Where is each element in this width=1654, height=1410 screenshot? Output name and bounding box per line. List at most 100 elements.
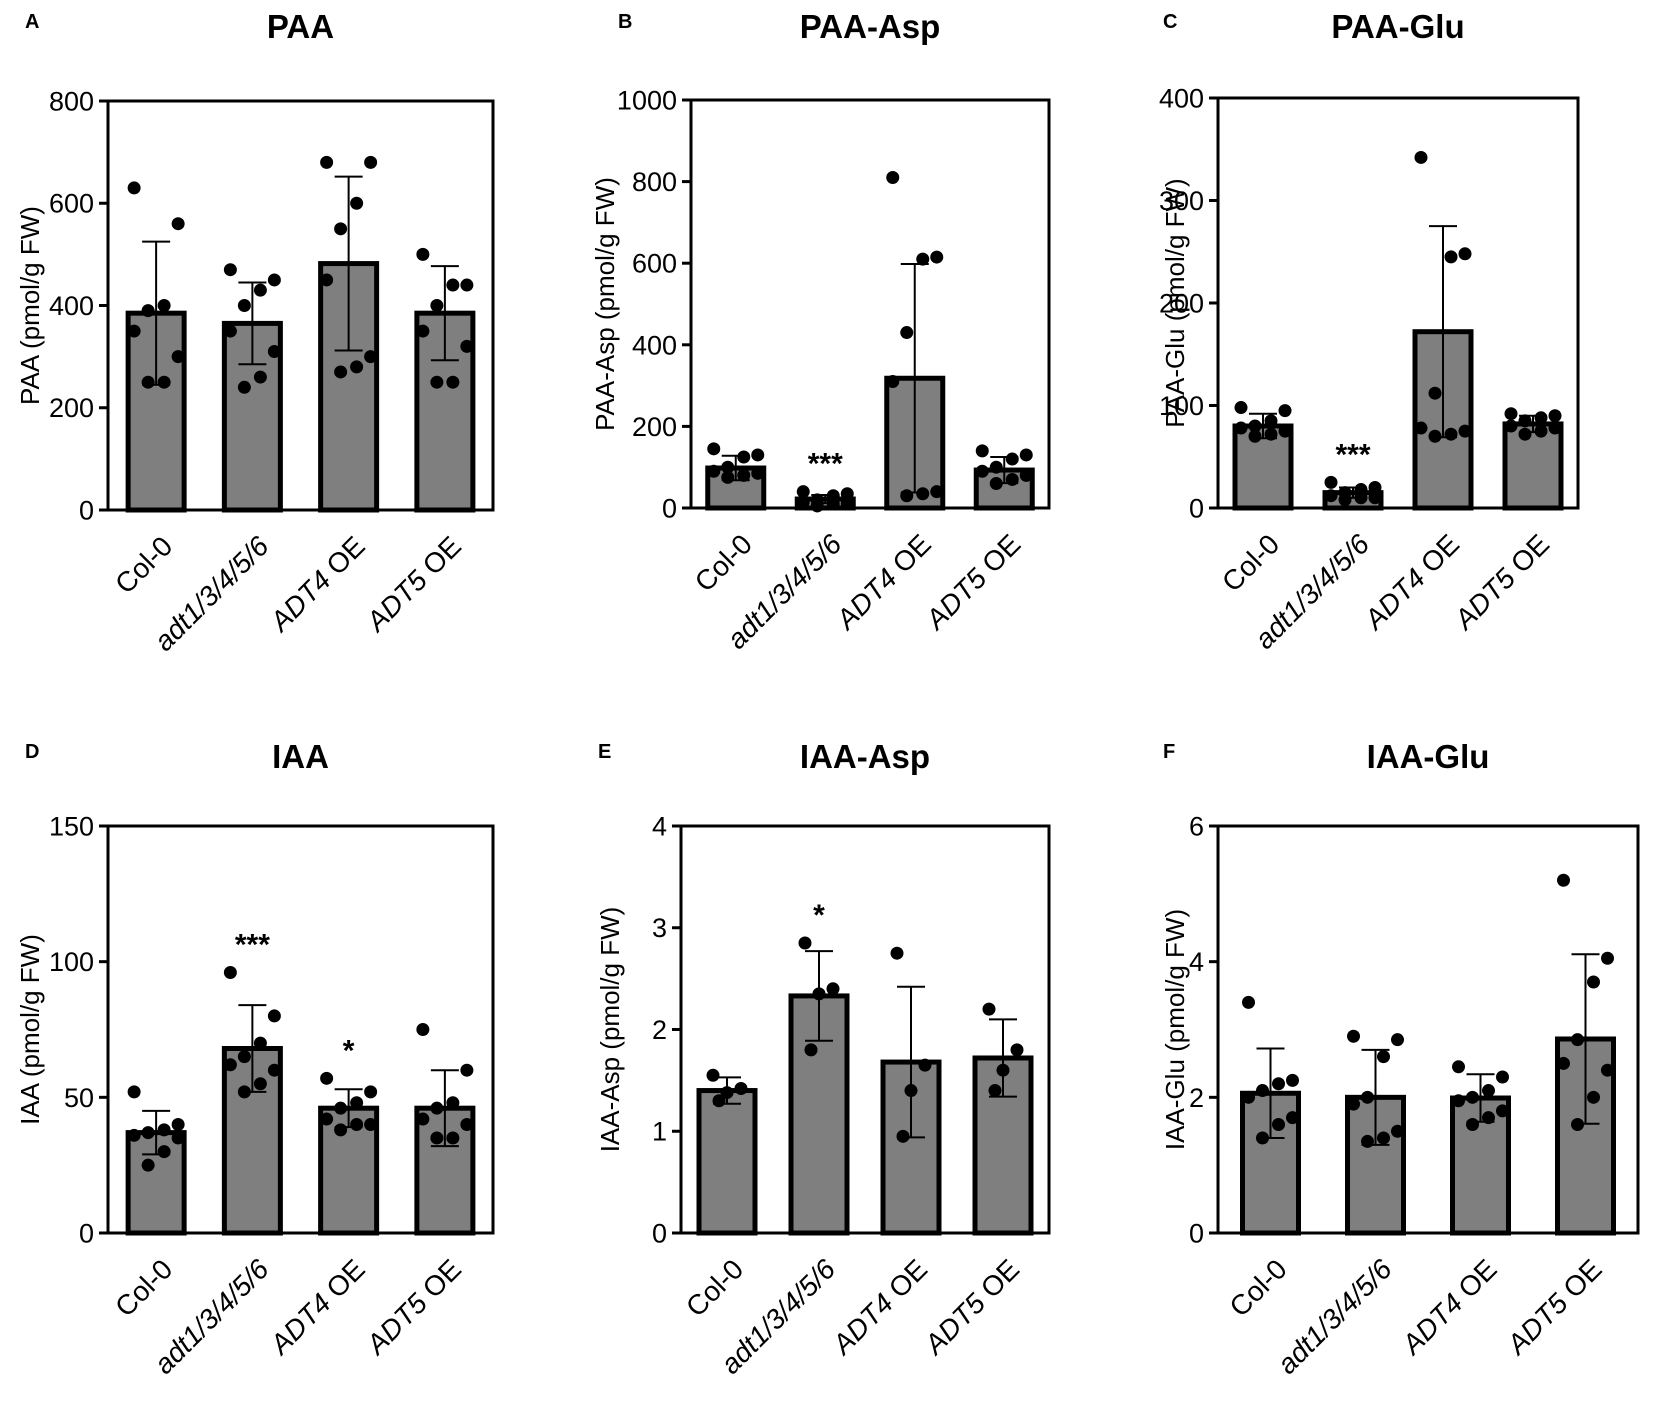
panel-a-point (446, 375, 460, 389)
panel-e-category-label-1: Col-0 (680, 1253, 749, 1322)
panel-f-y-axis-title: IAA-Glu (pmol/g FW) (1160, 909, 1190, 1150)
panel-e-y-axis-title: IAA-Asp (pmol/g FW) (595, 907, 625, 1153)
panel-a-point (364, 350, 378, 364)
panel-d-point (141, 1158, 155, 1172)
panel-e-point (918, 1058, 932, 1072)
panel-c-point (1534, 411, 1548, 425)
panel-a-point (223, 324, 237, 338)
panel-a-category-label-3: ADT4 OE (263, 530, 371, 638)
panel-b-y-tick-label: 1000 (617, 85, 677, 115)
panel-c-y-tick-label: 300 (1159, 186, 1204, 216)
panel-a-point (237, 299, 251, 312)
panel-d-y-axis-title: IAA (pmol/g FW) (15, 934, 45, 1125)
panel-d-y-tick-label: 50 (64, 1083, 94, 1113)
panel-c-point (1368, 481, 1382, 494)
panel-d-point (350, 1096, 364, 1110)
panel-c-point (1444, 427, 1458, 441)
panel-c-y-tick-label: 200 (1159, 288, 1204, 318)
panel-f-category-label-4: ADT5 OE (1500, 1253, 1608, 1361)
panel-a-point (141, 375, 155, 389)
panel-a-y-tick-label: 0 (79, 495, 94, 525)
panel-b-point (989, 477, 1003, 491)
panel-a-letter: A (25, 11, 39, 33)
panel-f-letter: F (1163, 741, 1175, 763)
panel-f-point (1496, 1104, 1509, 1118)
panel-b-point (1019, 448, 1033, 462)
panel-c-point (1504, 419, 1518, 433)
panel-a-point (416, 247, 430, 261)
panel-f-point (1557, 873, 1570, 887)
panel-d-point (460, 1117, 474, 1131)
panel-b-point (707, 464, 721, 478)
panel-d-point (157, 1123, 171, 1137)
panel-f-point (1377, 1131, 1390, 1145)
panel-f-point (1496, 1070, 1509, 1084)
panel-c-point (1248, 429, 1262, 443)
panel-d-significance-2: *** (235, 929, 270, 962)
panel-c-y-axis-title: PAA-Glu (pmol/g FW) (1160, 178, 1190, 427)
panel-b-point (1005, 472, 1019, 486)
panel-a-point (267, 345, 281, 359)
panel-f-y-tick-label: 2 (1189, 1083, 1204, 1113)
panel-a-point (364, 155, 378, 169)
panel-a-point (334, 365, 348, 379)
panel-a-y-tick-label: 800 (49, 86, 94, 116)
panel-f-point (1587, 1090, 1600, 1104)
panel-f-point (1452, 1094, 1465, 1108)
panel-c-point (1278, 424, 1292, 438)
panel-a-y-tick-label: 600 (49, 189, 94, 219)
panel-e-point (826, 982, 840, 996)
panel-f-point (1272, 1117, 1285, 1131)
panel-a-point (430, 299, 444, 312)
panel-e-point (734, 1082, 748, 1096)
panel-d-point (460, 1063, 474, 1077)
panel-a-y-tick-label: 200 (49, 393, 94, 423)
panel-b-point (721, 470, 735, 484)
panel-d-point (430, 1101, 444, 1115)
panel-e-category-label-3: ADT4 OE (825, 1253, 933, 1361)
panel-a-point (430, 375, 444, 389)
panel-f-y-tick-label: 4 (1189, 947, 1204, 977)
panel-a-title: PAA (267, 8, 334, 45)
panel-f-category-label-2: adt1/3/4/5/6 (1271, 1253, 1398, 1380)
panel-a-point (334, 222, 348, 236)
panel-b-point (751, 466, 765, 480)
panel-a-category-label-4: ADT5 OE (359, 530, 467, 638)
panel-f-point (1256, 1084, 1269, 1098)
panel-b-point (796, 495, 810, 509)
panel-f-point (1272, 1077, 1285, 1091)
panel-b-y-tick-label: 400 (632, 330, 677, 360)
panel-c-point (1248, 419, 1262, 433)
panel-d-point (157, 1145, 171, 1159)
panel-b: B PAA-Asp PAA-Asp (pmol/g FW) 0 200 400 600 800… (590, 8, 1051, 655)
panel-b-category-label-1: Col-0 (689, 528, 758, 597)
panel-d-letter: D (25, 741, 39, 763)
panel-d-point (267, 1063, 281, 1077)
panel-c-point (1534, 424, 1548, 438)
panel-c-point (1548, 409, 1562, 423)
panel-b-y-tick-label: 0 (662, 493, 677, 523)
panel-d-y-tick-label: 150 (49, 811, 94, 841)
panel-b-point (930, 250, 944, 264)
panel-c: C PAA-Glu PAA-Glu (pmol/g FW) 0 100 200 300 400… (1159, 8, 1580, 655)
panel-c-letter: C (1163, 11, 1177, 33)
panel-e-point (890, 946, 904, 960)
panel-f-point (1587, 975, 1600, 989)
panel-b-title: PAA-Asp (800, 8, 941, 45)
panel-f-point (1391, 1033, 1404, 1047)
panel-f-title: IAA-Glu (1367, 738, 1490, 775)
panel-a-point (141, 304, 155, 318)
panel-d-significance-3: * (343, 1034, 355, 1067)
panel-b-point (916, 252, 930, 266)
panel-f-category-label-3: ADT4 OE (1395, 1253, 1503, 1361)
panel-d-title: IAA (272, 738, 329, 775)
panel-e-y-tick-label: 3 (652, 913, 667, 943)
panel-b-point (721, 460, 735, 474)
panel-f-point (1601, 951, 1614, 965)
panel-b-point (975, 444, 989, 458)
panel-b-point (989, 460, 1003, 474)
panel-e-category-label-4: ADT5 OE (917, 1253, 1025, 1361)
